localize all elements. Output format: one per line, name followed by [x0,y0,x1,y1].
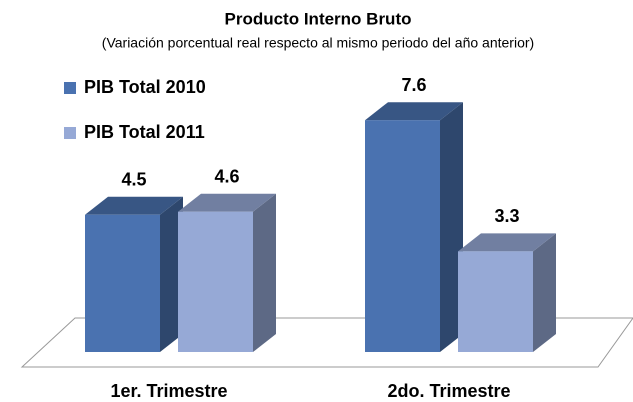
bar-top [178,193,276,212]
bar-side [253,193,276,352]
bar-front [365,120,440,352]
bar-top [365,102,463,121]
data-label: 3.3 [494,206,519,226]
bar-front [85,214,160,352]
bar [365,102,463,352]
bar [458,233,556,352]
bar [178,193,276,352]
chart-title: Producto Interno Bruto [225,9,412,28]
bar-front [458,251,533,352]
bar-side [440,102,463,352]
bar-top [458,233,556,252]
bar [85,196,183,352]
data-label: 4.6 [214,166,239,186]
x-tick-label: 1er. Trimestre [110,381,227,401]
legend-label: PIB Total 2011 [84,122,205,142]
bar-top [85,196,183,215]
bar-side [533,233,556,352]
bar-front [178,211,253,352]
legend-swatch [64,82,76,94]
data-label: 4.5 [121,170,146,190]
legend-label: PIB Total 2010 [84,77,206,97]
chart-subtitle: (Variación porcentual real respecto al m… [102,35,534,51]
bar-side [160,196,183,352]
x-tick-label: 2do. Trimestre [387,381,510,401]
data-label: 7.6 [401,75,426,95]
legend-swatch [64,127,76,139]
